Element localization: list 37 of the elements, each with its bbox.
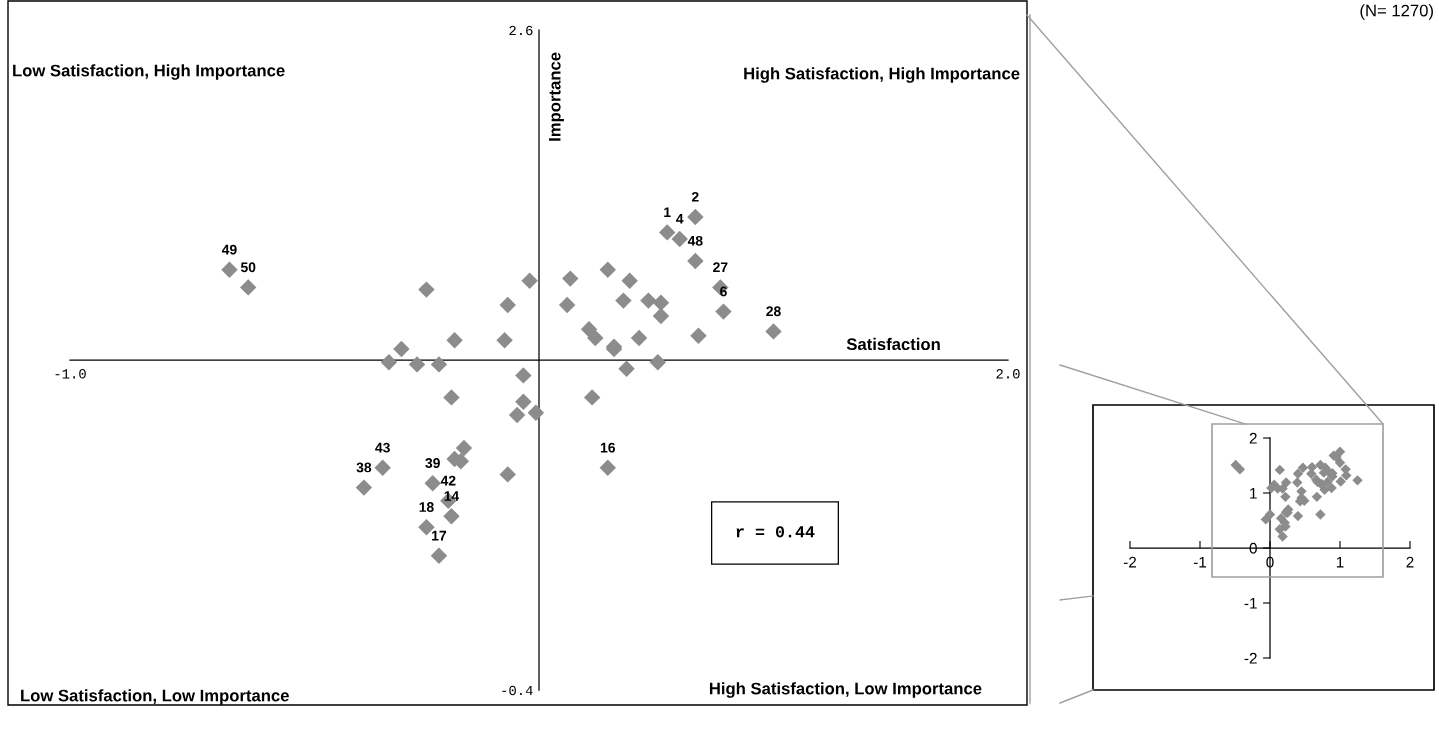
x-tick-label: -1	[1193, 556, 1207, 568]
y-tick-label: 2	[1249, 432, 1257, 444]
annotation: 18	[419, 502, 434, 512]
annotation: 28	[766, 306, 781, 317]
x-tick-label: -2	[1123, 556, 1137, 568]
annotation: 1	[664, 207, 671, 218]
annotation: 50	[240, 262, 256, 273]
x-tick-label: 2.0	[996, 369, 1020, 379]
y-axis-title: Importance	[548, 52, 564, 141]
annotation: 27	[713, 262, 728, 273]
annotation: 14	[444, 491, 460, 501]
x-tick-label: 1	[1336, 556, 1344, 568]
annotation: 6	[720, 286, 727, 297]
annotation: Low Satisfaction, High Importance	[13, 64, 285, 80]
annotation: High Satisfaction, High Importance	[744, 67, 1020, 83]
annotation: Low Satisfaction, Low Importance	[21, 689, 289, 705]
annotation: 16	[600, 442, 616, 453]
y-tick-label: 1	[1250, 488, 1257, 499]
x-tick-label: 2	[1406, 556, 1414, 568]
y-tick-label: -0.4	[502, 685, 533, 696]
annotation: High Satisfaction, Low Importance	[709, 682, 982, 698]
annotation: 42	[440, 475, 456, 486]
y-tick-label: 2.6	[509, 25, 533, 36]
x-axis-title: Satisfaction	[846, 337, 940, 351]
annotation: 17	[432, 530, 447, 541]
y-tick-label: -1	[1244, 598, 1257, 609]
annotation: r = 0.44	[736, 526, 815, 538]
x-tick-label: -1.0	[55, 369, 86, 379]
annotation: 4	[676, 214, 684, 224]
annotation: 2	[691, 191, 699, 202]
y-tick-label: -2	[1244, 652, 1257, 664]
annotation: 48	[687, 235, 703, 246]
annotation: 49	[221, 244, 237, 255]
annotation: 38	[356, 462, 372, 473]
annotation: 39	[425, 458, 440, 468]
annotation: 43	[375, 442, 390, 453]
text: (N= 1270)	[1360, 4, 1433, 20]
